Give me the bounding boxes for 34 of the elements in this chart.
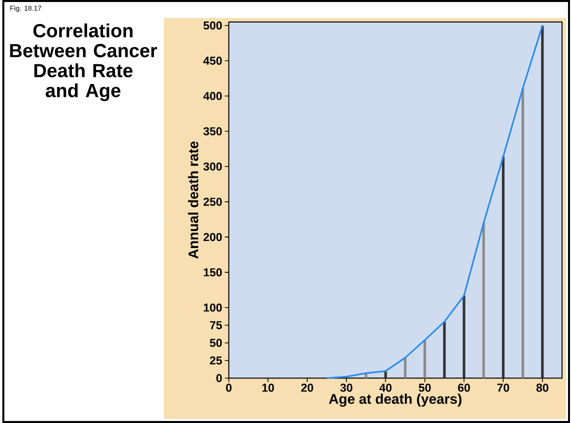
y-tick-label: 450	[203, 56, 222, 65]
bar	[462, 296, 466, 378]
y-tick-label: 50	[210, 338, 222, 347]
y-tick-label: 25	[210, 356, 222, 365]
y-tick-label: 300	[203, 162, 222, 171]
x-tick-label: 0	[226, 384, 232, 392]
y-tick-label: 100	[204, 304, 222, 312]
bar	[482, 222, 485, 378]
x-tick-label: 40	[379, 384, 392, 392]
x-axis-title: Age at death (years)	[329, 394, 462, 407]
y-tick-label: 250	[204, 198, 222, 206]
bar	[541, 25, 544, 378]
bar	[502, 156, 505, 378]
y-tick-label: 400	[203, 92, 222, 100]
x-tick-label: 30	[340, 384, 352, 392]
y-tick-label: 200	[204, 232, 222, 242]
x-tick-label: 80	[536, 384, 548, 392]
y-tick-label: 0	[216, 374, 222, 382]
y-tick-label: 150	[204, 268, 222, 276]
y-tick-label: 75	[210, 321, 222, 330]
x-tick-label: 10	[262, 384, 274, 392]
x-tick-label: 50	[418, 384, 431, 392]
bar	[443, 322, 446, 378]
bar	[522, 88, 524, 378]
x-tick-label: 60	[458, 384, 470, 392]
x-tick-label: 20	[301, 384, 314, 392]
y-axis-title: Annual death rate	[188, 142, 198, 259]
y-tick-label: 500	[204, 21, 222, 30]
line-series	[326, 24, 544, 379]
x-tick-label: 70	[497, 384, 510, 392]
text: Correlation Between Cancer Death Rate and Age	[10, 23, 158, 102]
y-tick-label: 350	[203, 127, 222, 136]
bar	[404, 358, 407, 378]
bar	[424, 340, 426, 378]
